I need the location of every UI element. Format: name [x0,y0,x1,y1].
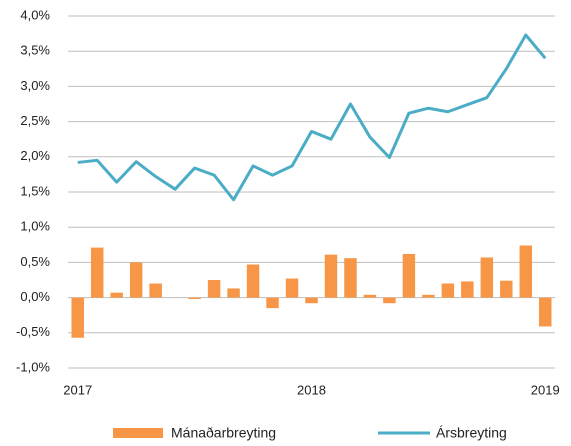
bar [188,297,201,300]
y-tick-label: 0,5% [20,254,50,269]
bar [149,283,162,298]
bar [305,297,318,304]
bar [71,297,84,338]
bar [344,258,357,298]
y-tick-label: 3,0% [20,78,50,93]
y-tick-label: -0,5% [16,324,50,339]
legend-label: Ársbreyting [436,425,507,441]
bar [90,247,104,298]
y-tick-label: 2,5% [20,113,50,128]
bar [402,253,416,298]
bar [422,294,435,298]
y-tick-label: 2,0% [20,148,50,163]
bar [480,257,494,298]
y-tick-label: 1,5% [20,183,50,198]
bar [266,297,279,309]
y-tick-label: -1,0% [16,359,50,374]
bar [441,283,455,298]
y-tick-label: 3,5% [20,43,50,58]
y-tick-label: 1,0% [20,219,50,234]
bar [246,264,260,298]
bar [363,294,377,298]
bar [207,280,221,298]
bar [324,254,338,298]
bar [285,278,299,298]
legend-label: Mánaðarbreyting [171,425,276,441]
bar [461,281,474,298]
bar [539,297,552,327]
bar [227,288,240,298]
x-tick-label: 2019 [531,382,560,397]
x-tick-label: 2017 [63,382,92,397]
line [77,33,547,202]
bar [500,280,513,298]
legend-swatch [113,428,163,438]
bar [129,262,143,298]
y-tick-label: 0,0% [20,289,50,304]
bar [383,297,396,304]
bar [110,292,123,298]
y-tick-label: 4,0% [20,7,50,22]
x-tick-label: 2018 [297,382,326,397]
bar [519,245,533,298]
